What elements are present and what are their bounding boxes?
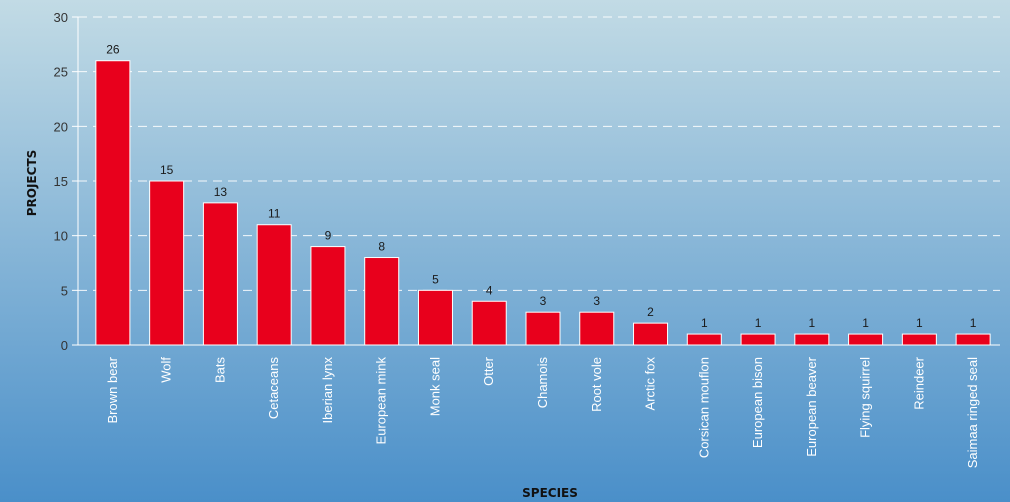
bar-chamois xyxy=(525,311,561,346)
data-label-cetaceans: 11 xyxy=(268,207,281,221)
bar-european-bison xyxy=(740,333,776,346)
y-tick-label-20: 20 xyxy=(54,119,68,134)
bar-bats xyxy=(202,202,238,346)
y-tick-label-10: 10 xyxy=(54,229,68,244)
bar-european-mink xyxy=(364,257,400,346)
x-tick-label-brown-bear: Brown bear xyxy=(105,356,120,423)
bar-cetaceans xyxy=(256,224,292,346)
bar-root-vole xyxy=(579,311,615,346)
y-axis-title: PROJECTS xyxy=(25,150,39,217)
x-tick-label-european-mink: European mink xyxy=(374,357,389,445)
bar-otter xyxy=(471,300,507,346)
y-tick-label-5: 5 xyxy=(61,283,68,298)
x-tick-label-bats: Bats xyxy=(212,357,227,384)
bar-brown-bear xyxy=(95,60,131,346)
data-label-arctic-fox: 2 xyxy=(647,305,654,319)
x-tick-label-flying-squirrel: Flying squirrel xyxy=(858,357,873,438)
bar-reindeer xyxy=(901,333,937,346)
data-label-monk-seal: 5 xyxy=(432,272,439,286)
x-tick-label-corsican-mouflon: Corsican mouflon xyxy=(696,357,711,458)
x-tick-label-arctic-fox: Arctic fox xyxy=(643,357,658,411)
y-tick-label-30: 30 xyxy=(54,10,68,25)
data-label-chamois: 3 xyxy=(540,294,547,308)
x-tick-label-european-beaver: European beaver xyxy=(804,356,819,456)
y-tick-label-25: 25 xyxy=(54,65,68,80)
x-tick-label-iberian-lynx: Iberian lynx xyxy=(320,357,335,424)
x-axis-title: SPECIES xyxy=(522,486,578,500)
x-tick-label-monk-seal: Monk seal xyxy=(427,357,442,416)
x-tick-label-chamois: Chamois xyxy=(535,357,550,409)
data-label-brown-bear: 26 xyxy=(106,43,120,57)
x-tick-label-reindeer: Reindeer xyxy=(911,356,926,409)
data-label-iberian-lynx: 9 xyxy=(325,229,332,243)
bars xyxy=(95,60,991,346)
y-tick-label-15: 15 xyxy=(54,174,68,189)
data-label-root-vole: 3 xyxy=(593,294,600,308)
y-tick-label-0: 0 xyxy=(61,338,68,353)
data-label-bats: 13 xyxy=(214,185,228,199)
data-label-corsican-mouflon: 1 xyxy=(701,316,708,330)
x-tick-label-wolf: Wolf xyxy=(159,357,174,383)
data-label-reindeer: 1 xyxy=(916,316,923,330)
bar-arctic-fox xyxy=(633,322,669,346)
bar-iberian-lynx xyxy=(310,246,346,346)
data-label-saimaa-ringed-seal: 1 xyxy=(970,316,977,330)
bar-flying-squirrel xyxy=(848,333,884,346)
bar-european-beaver xyxy=(794,333,830,346)
bar-corsican-mouflon xyxy=(686,333,722,346)
bar-wolf xyxy=(149,180,185,346)
x-tick-label-root-vole: Root vole xyxy=(589,357,604,412)
data-label-wolf: 15 xyxy=(160,163,174,177)
bar-monk-seal xyxy=(417,289,453,346)
data-label-european-bison: 1 xyxy=(755,316,762,330)
bar-saimaa-ringed-seal xyxy=(955,333,991,346)
x-tick-label-otter: Otter xyxy=(481,356,496,386)
data-label-european-mink: 8 xyxy=(378,240,385,254)
x-tick-label-european-bison: European bison xyxy=(750,357,765,448)
x-tick-label-cetaceans: Cetaceans xyxy=(266,357,281,420)
data-label-flying-squirrel: 1 xyxy=(862,316,869,330)
data-label-european-beaver: 1 xyxy=(808,316,815,330)
x-tick-label-saimaa-ringed-seal: Saimaa ringed seal xyxy=(965,357,980,468)
data-label-otter: 4 xyxy=(486,283,493,297)
